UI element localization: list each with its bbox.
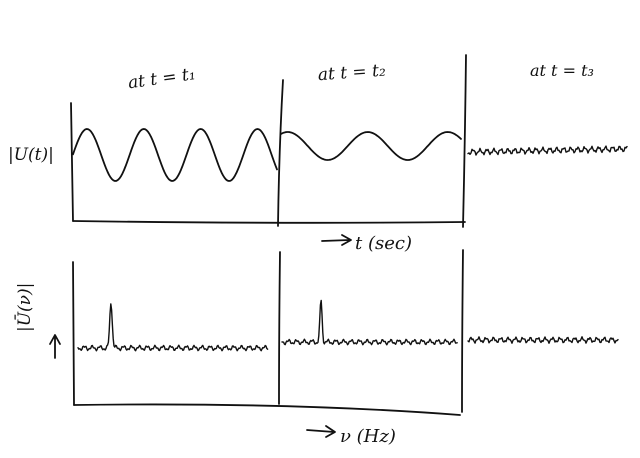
top-divider-2 [462, 54, 467, 228]
time-signal-t1 [72, 128, 278, 182]
top-y-axis [70, 102, 74, 222]
spectrum-t1 [77, 303, 269, 352]
time-signal-t2 [280, 131, 462, 161]
bottom-x-axis [73, 403, 461, 416]
bottom-divider-1 [278, 251, 281, 405]
top-x-axis [72, 220, 466, 224]
bottom-y-arrow [49, 334, 61, 359]
heading-t2: at t = t₂ [317, 61, 386, 86]
time-noise-t3 [467, 145, 628, 156]
top-x-arrow [321, 234, 352, 246]
spectrum-t2 [281, 299, 458, 346]
heading-t3: at t = t₃ [530, 61, 594, 80]
spectrum-noise-t3 [467, 336, 619, 344]
bottom-divider-2 [461, 249, 464, 413]
top-x-label: t (sec) [355, 233, 412, 254]
bottom-x-arrow [306, 425, 336, 438]
bottom-x-label: ν (Hz) [340, 426, 396, 447]
heading-t1: at t = t₁ [127, 64, 197, 93]
top-divider-1 [277, 79, 284, 227]
bottom-y-axis [72, 261, 75, 406]
bottom-y-label: |Ū(ν)| [14, 283, 35, 332]
top-y-label: |U(t)| [8, 145, 54, 165]
